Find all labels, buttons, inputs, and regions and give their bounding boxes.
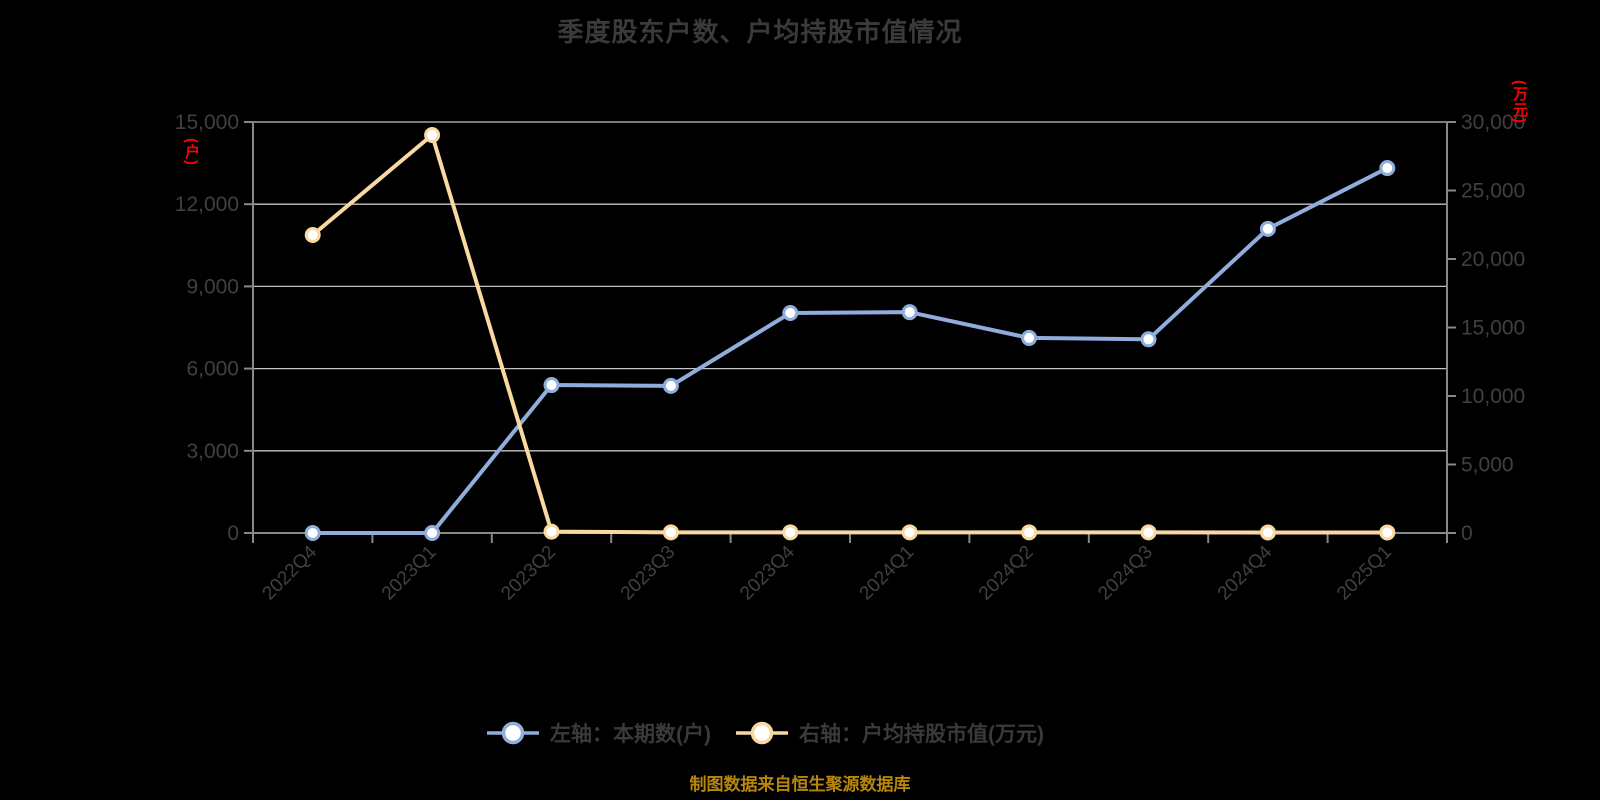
y-axis-right-tick-label: 20,000 [1461, 248, 1525, 271]
y-axis-left-tick-label: 3,000 [186, 440, 239, 463]
x-axis-label: 2025Q1 [1333, 542, 1396, 605]
y-axis-right-tick-label: 30,000 [1461, 111, 1525, 134]
data-point[interactable] [662, 524, 679, 541]
data-source-note: 制图数据来自恒生聚源数据库 [689, 775, 911, 794]
data-point[interactable] [662, 377, 679, 394]
data-point[interactable] [424, 127, 441, 144]
line-series-marker-icon [487, 721, 539, 745]
y-axis-left-tick-label: 12,000 [175, 193, 239, 216]
legend-item-label: 左轴：本期数(户) [550, 723, 711, 746]
left-axis-unit-label: (户) [183, 138, 200, 166]
legend-item-shareholder-count[interactable]: 左轴：本期数(户) [486, 718, 711, 748]
legend: 左轴：本期数(户) 右轴：户均持股市值(万元) [486, 718, 1044, 748]
x-axis-label: 2024Q3 [1094, 542, 1157, 605]
y-axis-left-tick-label: 0 [227, 522, 239, 545]
y-axis-right-tick-label: 25,000 [1461, 180, 1525, 203]
x-axis-label: 2024Q1 [856, 542, 919, 605]
x-axis-label: 2024Q4 [1214, 541, 1277, 604]
data-point[interactable] [1259, 220, 1276, 237]
data-point[interactable] [1140, 524, 1157, 541]
data-point[interactable] [1021, 524, 1038, 541]
x-axis-label: 2023Q2 [497, 542, 560, 605]
y-axis-right-tick-label: 10,000 [1461, 385, 1525, 408]
data-point[interactable] [1379, 524, 1396, 541]
data-point[interactable] [901, 524, 918, 541]
x-axis-label: 2023Q3 [617, 542, 680, 605]
data-point[interactable] [1259, 524, 1276, 541]
data-point[interactable] [782, 304, 799, 321]
legend-item-avg-holding-value[interactable]: 右轴：户均持股市值(万元) [735, 718, 1044, 748]
y-axis-left-tick-label: 6,000 [186, 358, 239, 381]
y-axis-right-tick-label: 5,000 [1461, 454, 1514, 477]
y-axis-left-tick-label: 9,000 [186, 275, 239, 298]
data-point[interactable] [543, 377, 560, 394]
data-point[interactable] [1140, 331, 1157, 348]
y-axis-left-tick-label: 15,000 [175, 111, 239, 134]
x-axis-label: 2023Q1 [378, 542, 441, 605]
data-point[interactable] [1021, 329, 1038, 346]
x-axis-label: 2023Q4 [736, 541, 799, 604]
data-point[interactable] [304, 525, 321, 541]
legend-item-label: 右轴：户均持股市值(万元) [799, 723, 1044, 746]
right-axis-unit-label: (万元) [1511, 80, 1528, 124]
y-axis-right-tick-label: 0 [1461, 522, 1473, 545]
data-point[interactable] [1379, 160, 1396, 177]
data-point[interactable] [901, 304, 918, 321]
data-point[interactable] [543, 523, 560, 540]
chart-title: 季度股东户数、户均持股市值情况 [557, 17, 963, 47]
data-point[interactable] [782, 524, 799, 541]
series-line[interactable] [310, 133, 1390, 535]
y-axis-right-tick-label: 15,000 [1461, 317, 1525, 340]
data-point[interactable] [424, 525, 441, 541]
series-line[interactable] [310, 166, 1390, 535]
x-axis-label: 2022Q4 [259, 541, 322, 604]
data-point[interactable] [304, 227, 321, 244]
x-axis-label: 2024Q2 [975, 542, 1038, 605]
line-series-marker-icon [736, 721, 788, 745]
